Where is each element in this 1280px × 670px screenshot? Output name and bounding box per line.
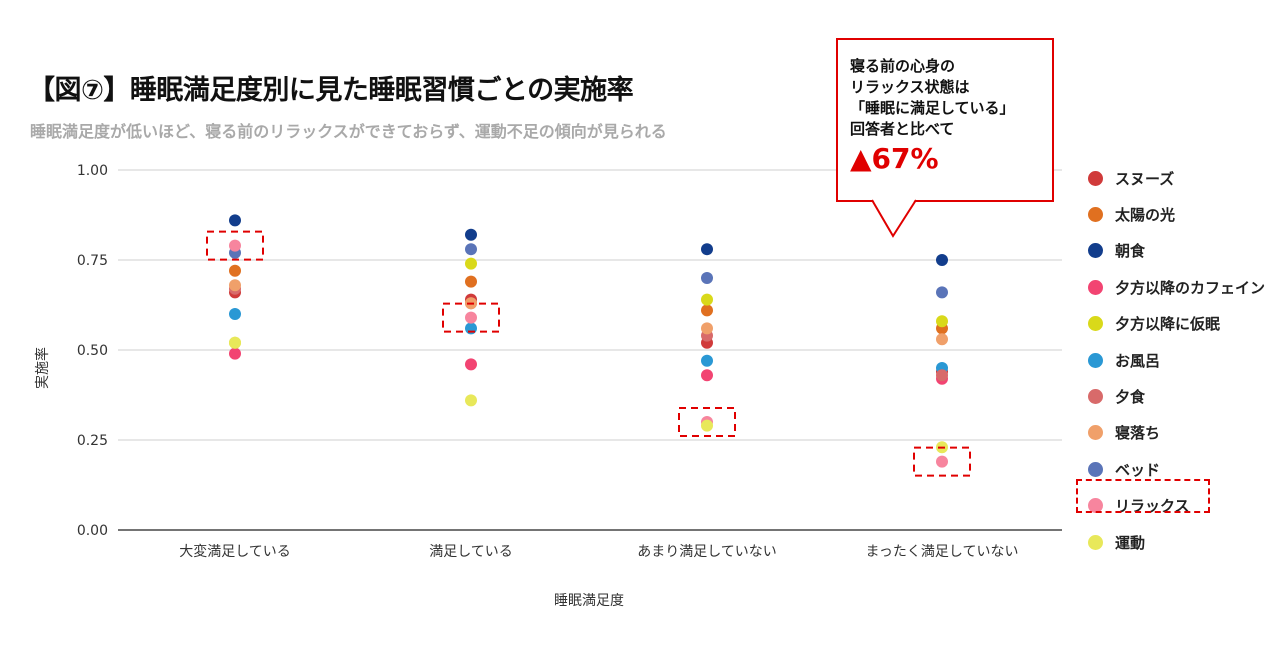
legend-label: 夕食 [1115,388,1146,407]
legend-swatch [1088,389,1103,405]
legend-label: 寝落ち [1115,424,1161,443]
data-point [229,214,241,227]
data-point [229,336,241,349]
data-point [701,243,713,256]
x-tick-label: 満足している [429,544,513,560]
legend-label: リラックス [1115,497,1190,516]
y-tick-label: 0.75 [77,253,108,269]
legend-item: 寝落ち [1088,415,1265,451]
y-tick-label: 0.50 [77,343,108,359]
legend-item: 太陽の光 [1088,196,1265,232]
data-point [465,394,477,407]
data-point [936,254,948,266]
data-point [701,419,713,432]
highlight-box [206,230,264,261]
data-point [229,308,241,320]
chart-title: 【図⑦】睡眠満足度別に見た睡眠習慣ごとの実施率 [28,75,634,106]
data-point [701,272,713,284]
legend-label: 運動 [1115,533,1146,552]
y-tick-label: 0.25 [77,433,108,449]
legend-item: 運動 [1088,524,1265,560]
legend-label: 朝食 [1115,242,1146,261]
legend-item: 夕方以降のカフェイン [1088,269,1265,305]
data-point [229,347,241,360]
x-tick-label: あまり満足していない [637,544,777,560]
callout-highlight: ▲67% [850,142,939,175]
legend-label: 夕方以降のカフェイン [1115,278,1266,297]
data-point [465,275,477,288]
legend-swatch [1088,207,1103,223]
data-point [465,228,477,241]
legend-label: 太陽の光 [1115,206,1176,225]
chart-legend: スヌーズ太陽の光朝食夕方以降のカフェイン 夕方以降に仮眠 お風呂夕食寝落ちベッドリラ… [1088,160,1265,560]
data-point [936,333,948,346]
legend-swatch [1088,425,1103,441]
data-point [701,293,713,306]
legend-swatch [1088,316,1103,332]
legend-item: 夕方以降に仮眠 [1088,306,1265,342]
data-point [229,264,241,277]
legend-label: 夕方以降に仮眠 [1115,315,1221,334]
legend-swatch [1088,461,1103,477]
data-point [465,243,477,256]
chart-subtitle: 睡眠満足度が低いほど、寝る前のリラックスができておらず、運動不足の傾向が見られる [30,122,667,141]
data-point [465,257,477,270]
legend-item: 朝食 [1088,233,1265,269]
highlight-box [442,302,500,333]
data-point [701,322,713,335]
legend-swatch [1088,243,1103,259]
callout-box: 寝る前の心身の リラックス状態は 「睡眠に満足している」 回答者と比べて ▲67… [836,38,1054,202]
legend-item: リラックス [1088,488,1265,524]
legend-swatch [1088,498,1103,514]
callout-line: 寝る前の心身の [850,57,956,75]
data-point [936,369,948,382]
legend-swatch [1088,279,1103,295]
callout-line: 回答者と比べて [850,120,955,138]
data-point [701,369,713,382]
callout-line: リラックス状態は [850,78,970,96]
legend-highlight-box [1076,479,1210,513]
legend-label: スヌーズ [1115,169,1175,188]
data-point [465,358,477,371]
legend-item: ベッド [1088,451,1265,487]
data-point [936,455,948,468]
data-point [936,286,948,299]
callout-line: 「睡眠に満足している」 [850,99,1015,117]
data-point [465,311,477,324]
legend-item: スヌーズ [1088,160,1265,196]
y-tick-label: 1.00 [77,163,108,179]
data-point [229,239,241,252]
data-point [229,279,241,292]
x-tick-label: 大変満足している [179,543,291,560]
highlight-box [678,407,736,437]
data-point [701,304,713,317]
legend-label: お風呂 [1115,351,1161,370]
data-point [936,315,948,328]
highlight-box [913,446,971,477]
legend-label: ベッド [1115,460,1161,479]
legend-item: お風呂 [1088,342,1265,378]
data-point [701,354,713,367]
y-tick-label: 0.00 [77,523,108,539]
legend-swatch [1088,534,1103,550]
legend-item: 夕食 [1088,378,1265,414]
legend-swatch [1088,170,1103,186]
x-axis-label: 睡眠満足度 [554,593,624,609]
x-tick-label: まったく満足していない [865,544,1018,560]
legend-swatch [1088,352,1103,368]
y-axis-label: 実施率 [34,347,51,389]
